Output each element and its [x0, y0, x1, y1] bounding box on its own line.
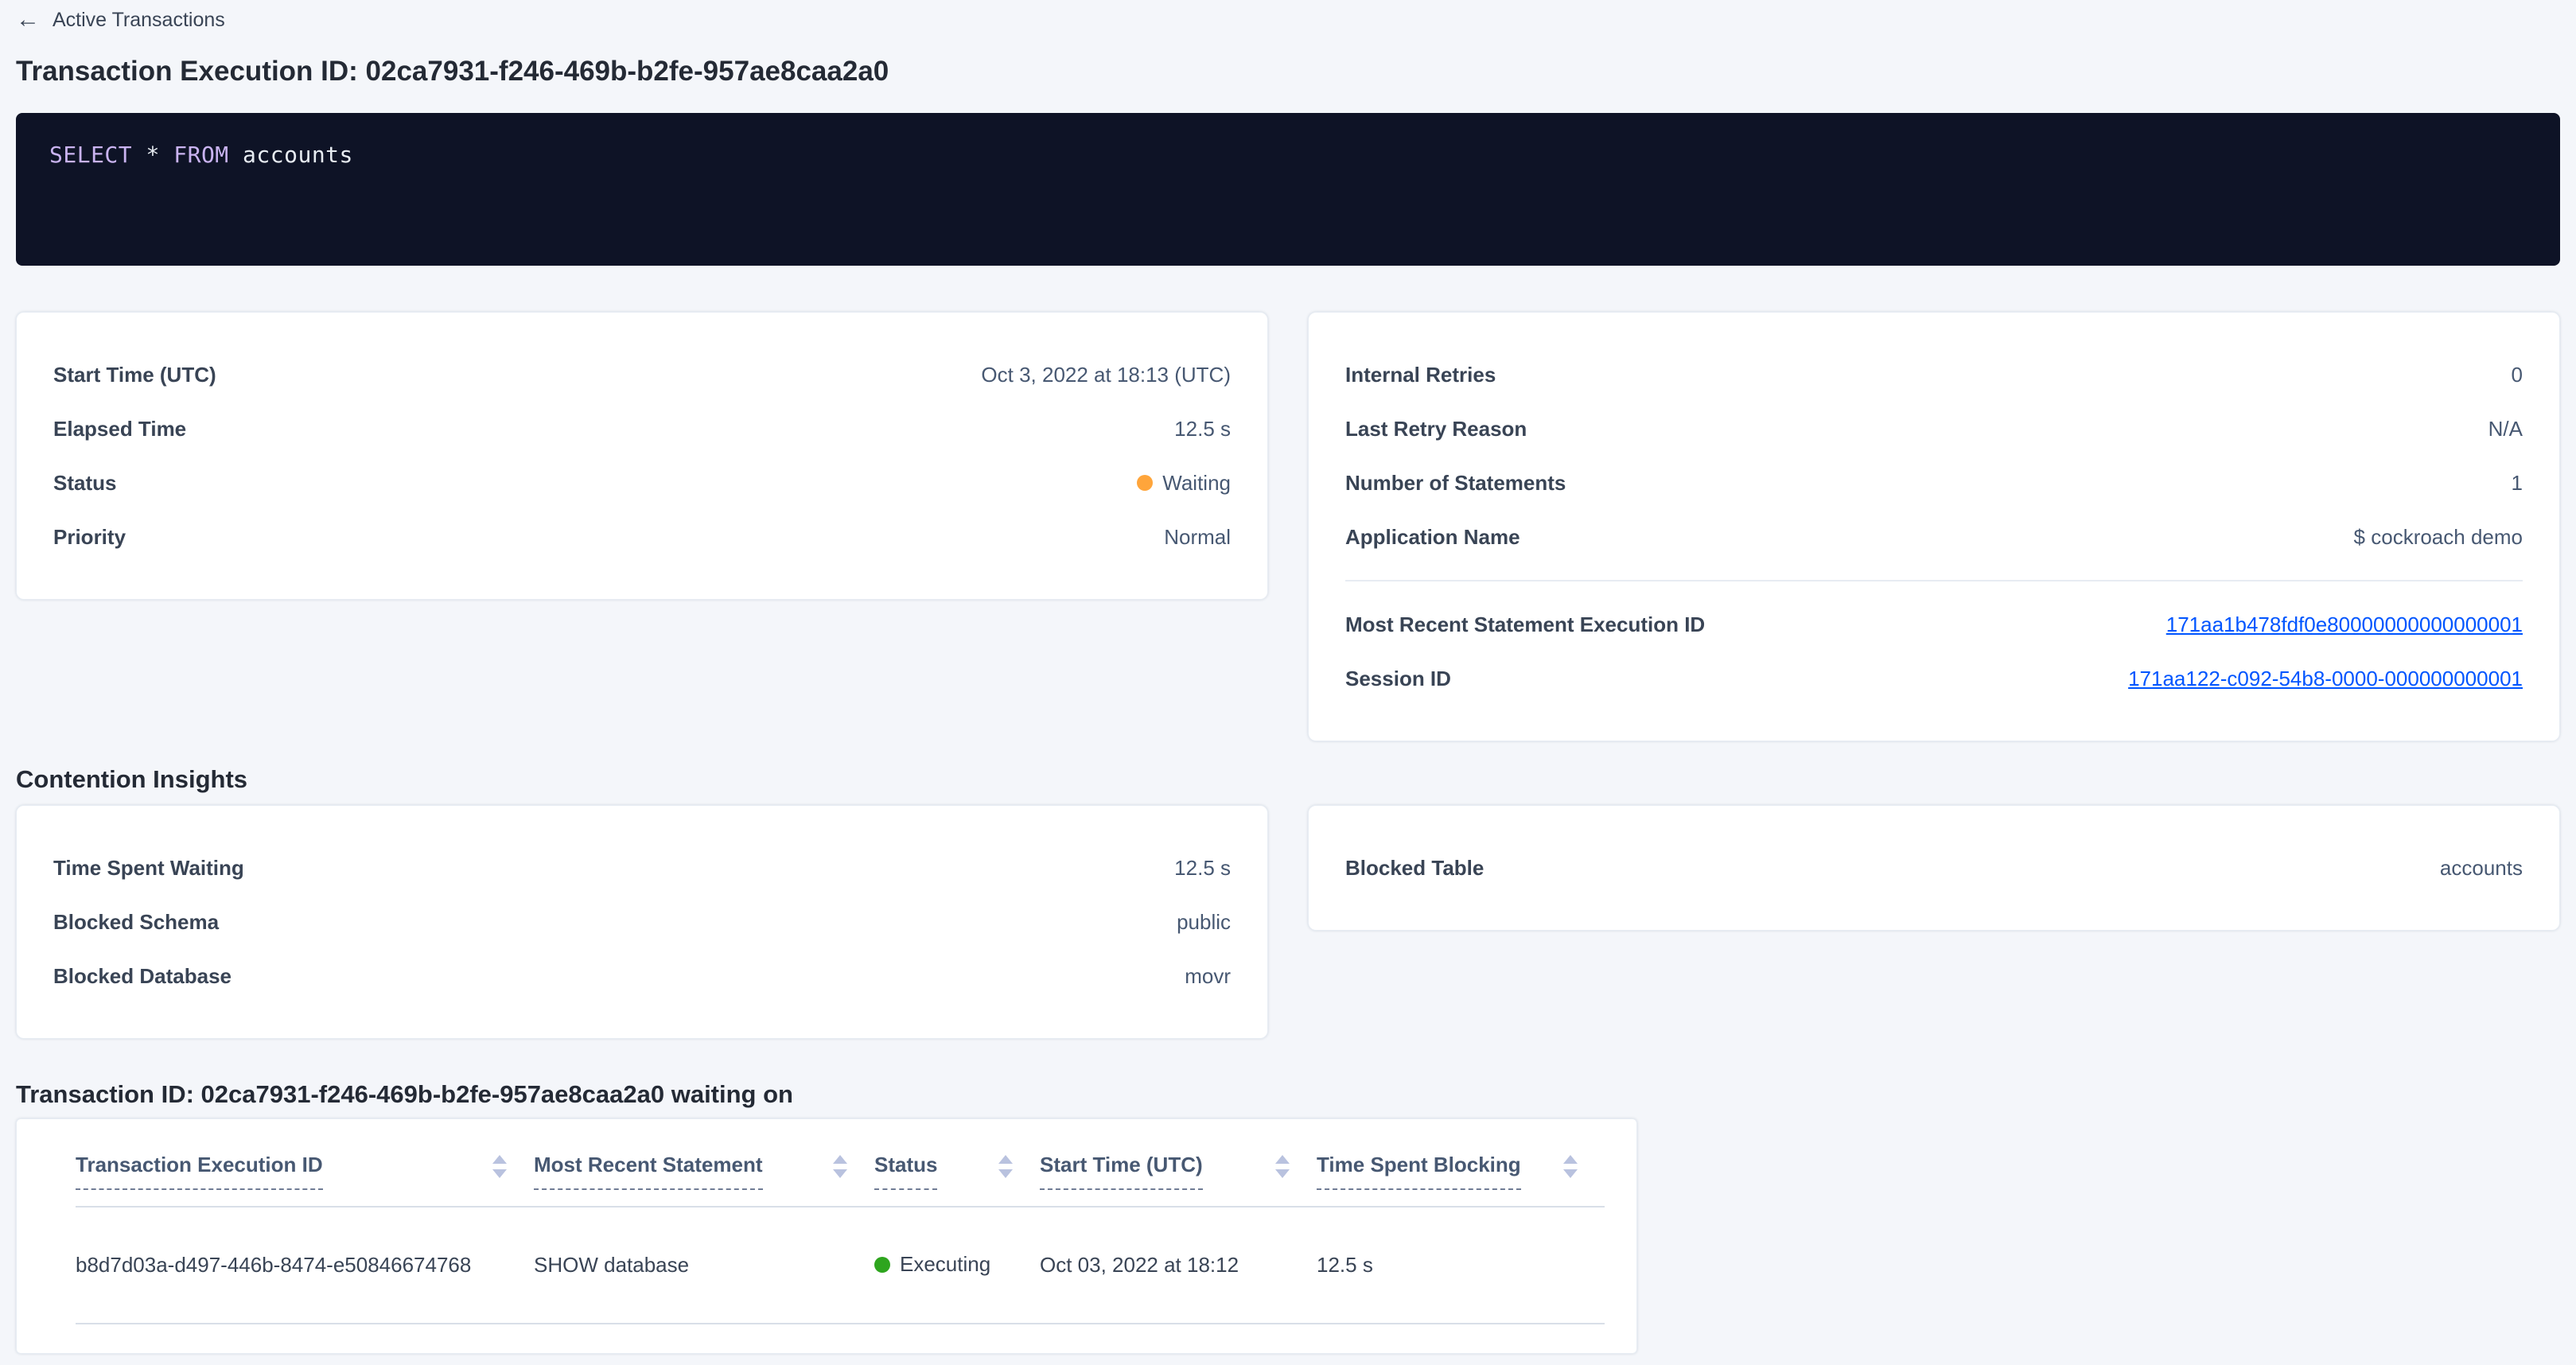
table-row: b8d7d03a-d497-446b-8474-e50846674768 SHO…: [76, 1207, 1605, 1324]
field-session-id: Session ID 171aa122-c092-54b8-0000-00000…: [1345, 651, 2523, 706]
field-last-retry-reason: Last Retry Reason N/A: [1345, 402, 2523, 456]
field-value: movr: [1185, 963, 1231, 988]
card-divider: [1345, 580, 2523, 581]
cell-time-spent-blocking: 12.5 s: [1317, 1207, 1605, 1324]
sql-statement-box: SELECT * FROM accounts: [16, 113, 2560, 266]
column-header-label[interactable]: Most Recent Statement: [534, 1153, 763, 1190]
sort-icon[interactable]: [1275, 1155, 1290, 1178]
waiting-on-table: Transaction Execution ID Most Recent Sta…: [76, 1119, 1605, 1324]
status-text: Executing: [900, 1252, 991, 1276]
field-number-of-statements: Number of Statements 1: [1345, 456, 2523, 510]
sort-icon[interactable]: [1563, 1155, 1578, 1178]
field-time-spent-waiting: Time Spent Waiting 12.5 s: [53, 841, 1231, 895]
field-value: 0: [2511, 362, 2523, 387]
field-label: Internal Retries: [1345, 362, 1496, 387]
waiting-on-table-card: Transaction Execution ID Most Recent Sta…: [16, 1118, 1637, 1354]
sql-star: *: [146, 142, 160, 168]
session-id-link[interactable]: 171aa122-c092-54b8-0000-000000000001: [2128, 666, 2523, 690]
field-value: Normal: [1164, 524, 1231, 549]
field-status: Status Waiting: [53, 456, 1231, 510]
field-blocked-database: Blocked Database movr: [53, 949, 1231, 1003]
back-link-label: Active Transactions: [53, 8, 225, 31]
column-header-label[interactable]: Transaction Execution ID: [76, 1153, 323, 1190]
overview-card-left: Start Time (UTC) Oct 3, 2022 at 18:13 (U…: [16, 312, 1268, 600]
field-label: Blocked Schema: [53, 909, 220, 934]
field-value: public: [1177, 909, 1231, 934]
status-waiting-dot-icon: [1137, 475, 1154, 491]
field-value: 1: [2511, 470, 2523, 495]
sort-icon[interactable]: [998, 1155, 1013, 1178]
field-elapsed-time: Elapsed Time 12.5 s: [53, 402, 1231, 456]
column-header-transaction-execution-id: Transaction Execution ID: [76, 1119, 534, 1208]
field-value: Oct 3, 2022 at 18:13 (UTC): [981, 362, 1231, 387]
overview-card-right: Internal Retries 0 Last Retry Reason N/A…: [1308, 312, 2560, 741]
sql-statement: SELECT * FROM accounts: [49, 142, 353, 168]
field-label: Start Time (UTC): [53, 362, 216, 387]
contention-card-right: Blocked Table accounts: [1308, 805, 2560, 931]
cell-status: Executing: [874, 1207, 1040, 1324]
field-label: Elapsed Time: [53, 416, 187, 441]
field-application-name: Application Name $ cockroach demo: [1345, 510, 2523, 564]
page-title: Transaction Execution ID: 02ca7931-f246-…: [16, 56, 889, 87]
table-header-row: Transaction Execution ID Most Recent Sta…: [76, 1119, 1605, 1208]
sql-table-name: accounts: [243, 142, 353, 168]
field-label: Session ID: [1345, 666, 1451, 690]
field-label: Most Recent Statement Execution ID: [1345, 612, 1706, 636]
waiting-on-heading: Transaction ID: 02ca7931-f246-469b-b2fe-…: [16, 1080, 793, 1108]
column-header-label[interactable]: Time Spent Blocking: [1317, 1153, 1521, 1190]
column-header-start-time-utc: Start Time (UTC): [1040, 1119, 1317, 1208]
cell-most-recent-statement: SHOW database: [534, 1207, 874, 1324]
field-priority: Priority Normal: [53, 510, 1231, 564]
field-value: 12.5 s: [1174, 855, 1231, 880]
field-label: Status: [53, 470, 117, 495]
field-label: Blocked Database: [53, 963, 232, 988]
sql-keyword-select: SELECT: [49, 142, 133, 168]
status-text: Waiting: [1162, 470, 1231, 495]
column-header-label[interactable]: Status: [874, 1153, 938, 1190]
field-internal-retries: Internal Retries 0: [1345, 348, 2523, 402]
status-badge: Waiting: [1137, 471, 1231, 496]
column-header-status: Status: [874, 1119, 1040, 1208]
field-value: $ cockroach demo: [2353, 524, 2523, 549]
sort-icon[interactable]: [492, 1155, 507, 1178]
contention-cards-row: Time Spent Waiting 12.5 s Blocked Schema…: [16, 805, 2560, 1039]
field-blocked-schema: Blocked Schema public: [53, 895, 1231, 949]
sql-keyword-from: FROM: [173, 142, 229, 168]
field-start-time-utc: Start Time (UTC) Oct 3, 2022 at 18:13 (U…: [53, 348, 1231, 402]
field-label: Number of Statements: [1345, 470, 1566, 495]
field-value: accounts: [2439, 855, 2523, 880]
contention-insights-heading: Contention Insights: [16, 765, 248, 793]
field-label: Priority: [53, 524, 126, 549]
field-label: Last Retry Reason: [1345, 416, 1527, 441]
column-header-most-recent-statement: Most Recent Statement: [534, 1119, 874, 1208]
status-executing-dot-icon: [874, 1256, 890, 1273]
field-blocked-table: Blocked Table accounts: [1345, 841, 2523, 895]
cell-start-time: Oct 03, 2022 at 18:12: [1040, 1207, 1317, 1324]
column-header-label[interactable]: Start Time (UTC): [1040, 1153, 1203, 1190]
back-arrow-icon: ←: [16, 6, 40, 33]
contention-card-left: Time Spent Waiting 12.5 s Blocked Schema…: [16, 805, 1268, 1039]
field-label: Time Spent Waiting: [53, 855, 244, 880]
cell-transaction-execution-id: b8d7d03a-d497-446b-8474-e50846674768: [76, 1207, 534, 1324]
back-link-active-transactions[interactable]: ← Active Transactions: [16, 8, 225, 32]
field-label: Blocked Table: [1345, 855, 1485, 880]
field-most-recent-statement-execution-id: Most Recent Statement Execution ID 171aa…: [1345, 597, 2523, 651]
column-header-time-spent-blocking: Time Spent Blocking: [1317, 1119, 1605, 1208]
overview-cards-row: Start Time (UTC) Oct 3, 2022 at 18:13 (U…: [16, 312, 2560, 741]
statement-execution-id-link[interactable]: 171aa1b478fdf0e80000000000000001: [2165, 612, 2523, 636]
sort-icon[interactable]: [833, 1155, 847, 1178]
field-value: 12.5 s: [1174, 416, 1231, 441]
field-label: Application Name: [1345, 524, 1520, 549]
field-value: N/A: [2488, 416, 2523, 441]
